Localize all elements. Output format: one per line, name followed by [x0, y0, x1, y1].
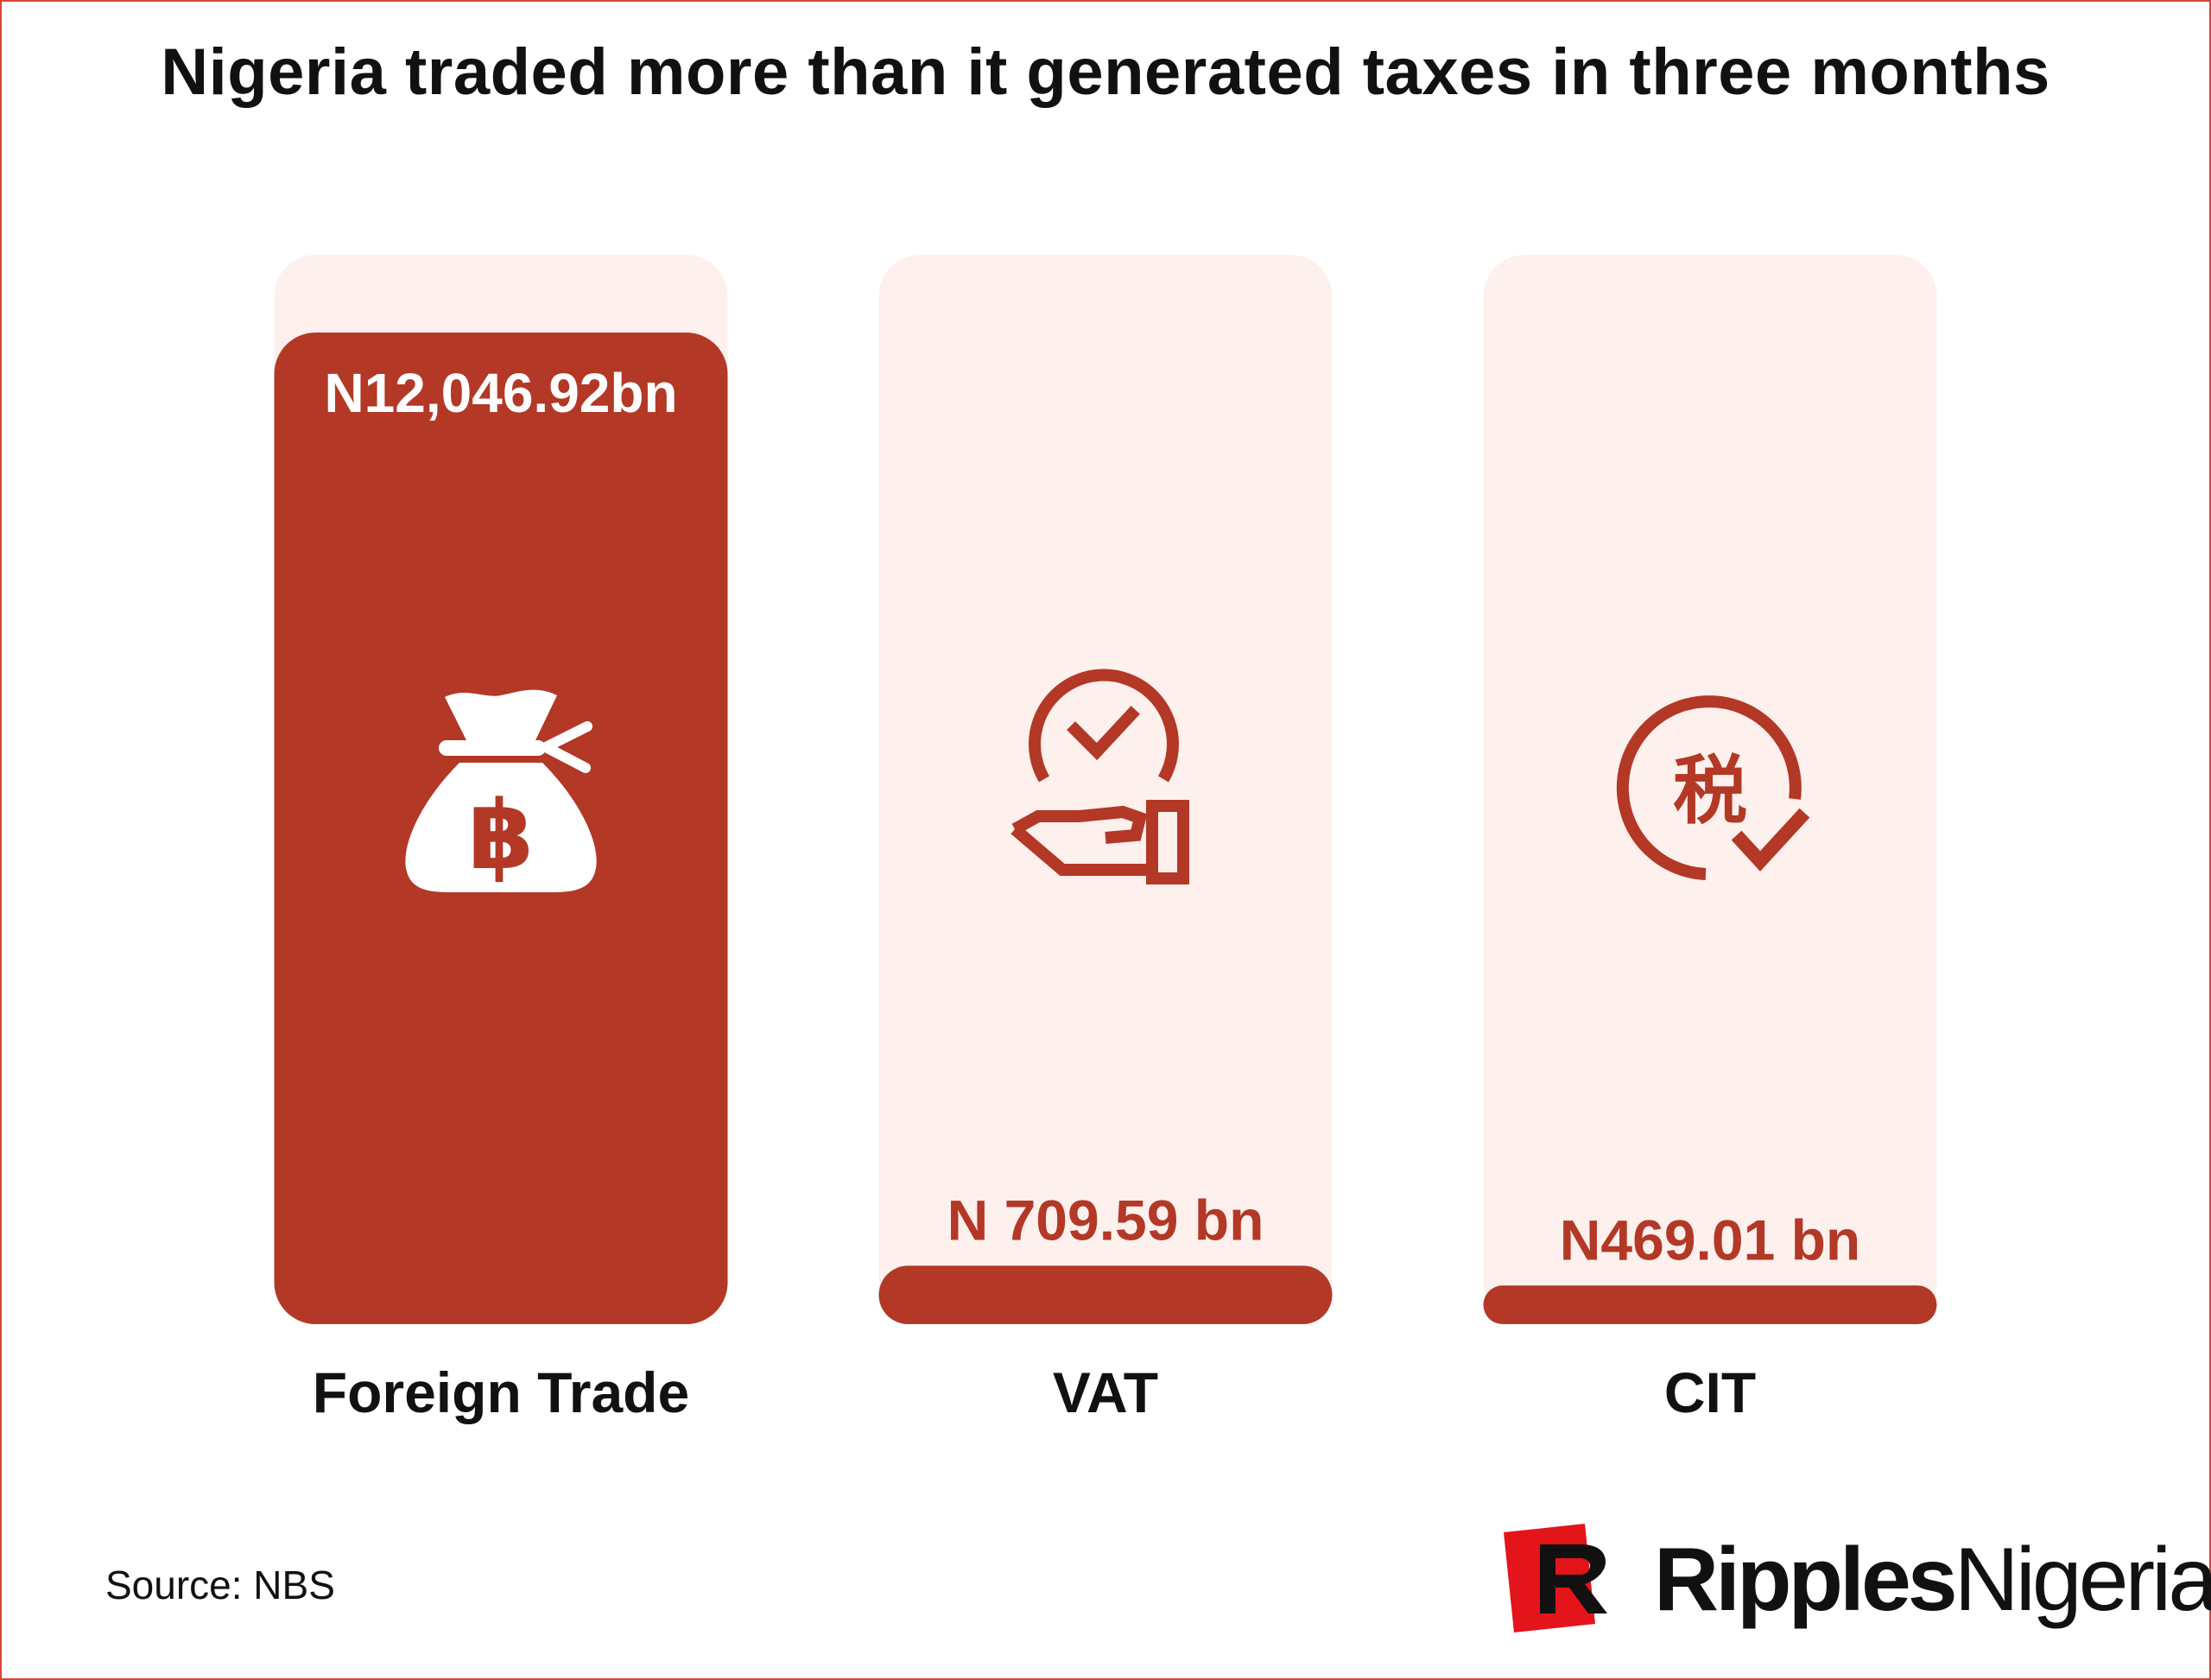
svg-text:税: 税	[1673, 748, 1747, 834]
value-label-foreign-trade: N12,046.92bn	[324, 362, 677, 424]
category-label-cit: CIT	[1664, 1360, 1756, 1424]
brand-logo: RipplesNigeria	[1498, 1522, 2211, 1634]
bar-vat	[878, 1265, 1333, 1324]
logo-name-bold: Ripples	[1654, 1530, 1958, 1630]
source-note: Source: NBS	[105, 1563, 335, 1607]
chart-title: Nigeria traded more than it generated ta…	[161, 35, 2050, 109]
ripples-logo-icon	[1504, 1524, 1607, 1632]
bar-track-cit	[1483, 255, 1937, 1324]
svg-text:฿: ฿	[468, 780, 535, 891]
hand-coin-check-icon	[1010, 669, 1189, 884]
logo-wordmark: RipplesNigeria	[1654, 1529, 2211, 1632]
category-label-vat: VAT	[1053, 1360, 1158, 1424]
bar-cit	[1483, 1285, 1937, 1324]
tax-check-icon: 税	[1616, 695, 1810, 880]
bar-track-vat	[878, 255, 1333, 1324]
category-label-foreign-trade: Foreign Trade	[313, 1360, 689, 1424]
value-label-cit: N469.01 bn	[1560, 1208, 1861, 1271]
logo-name-regular: Nigeria	[1954, 1530, 2211, 1630]
value-label-vat: N 709.59 bn	[947, 1188, 1264, 1252]
money-bag-icon: ฿	[405, 689, 597, 892]
